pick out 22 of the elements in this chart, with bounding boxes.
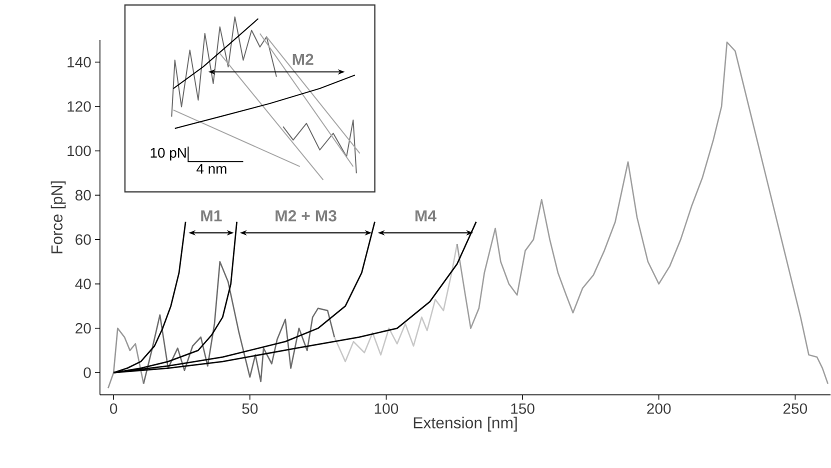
annotation: M2 [292, 54, 314, 66]
annotation: 10 pN [150, 148, 186, 161]
x-tick-label: 0 [110, 403, 118, 414]
y-axis-title: Force [pN] [50, 181, 66, 254]
y-tick-label: 20 [76, 323, 91, 334]
annotation: M2 + M3 [276, 210, 336, 222]
x-tick-label: 50 [242, 403, 258, 414]
y-tick-label: 40 [75, 278, 91, 290]
y-tick-label: 120 [68, 101, 91, 112]
annotation: M1 [201, 210, 222, 222]
x-axis-title: Extension [nm] [414, 416, 517, 432]
y-tick-label: 60 [76, 234, 91, 245]
annotation: M4 [415, 210, 436, 222]
x-tick-label: 200 [647, 403, 671, 414]
x-tick-label: 150 [511, 403, 534, 414]
y-tick-label: 100 [68, 146, 91, 156]
x-tick-label: 250 [783, 403, 808, 414]
y-tick-label: 80 [75, 190, 91, 201]
y-tick-label: 140 [68, 56, 91, 68]
annotation: 4 nm [196, 164, 226, 174]
y-tick-label: 0 [84, 367, 91, 378]
x-tick-label: 100 [374, 403, 398, 414]
